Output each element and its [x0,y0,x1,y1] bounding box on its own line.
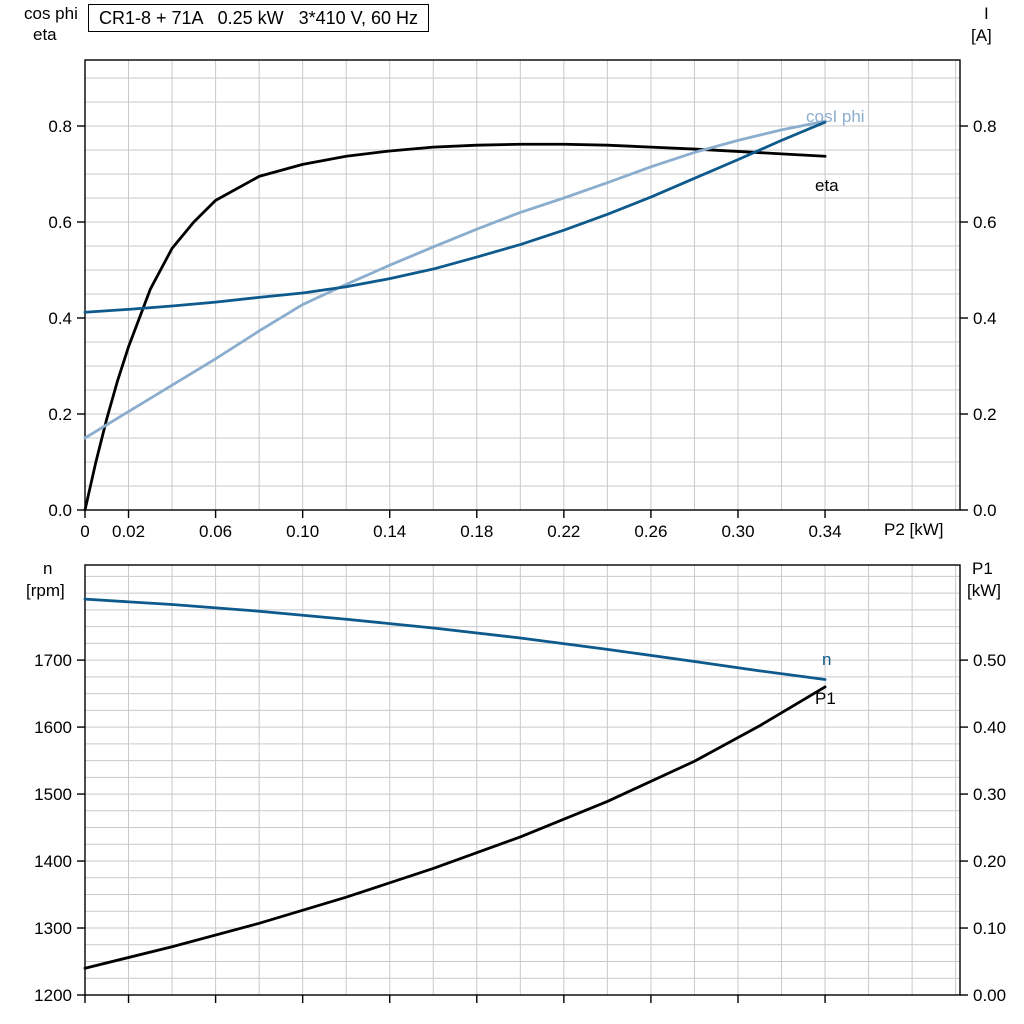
x-tick-label: 0 [80,522,89,541]
curve-P1 [83,685,827,970]
y-right-axis-title-line1: I [984,4,989,23]
curve-label-p1: P1 [815,689,836,708]
y-right-tick-label: 0.30 [973,785,1006,804]
x-tick-label: 0.22 [547,522,580,541]
y-right-tick-label: 0.2 [973,405,997,424]
x-tick-label: 0.10 [286,522,319,541]
curve-eta [83,142,827,512]
x-tick-label: 0.30 [721,522,754,541]
y-right-tick-label: 0.50 [973,651,1006,670]
y-left-tick-label: 1600 [34,718,72,737]
y-right-tick-label: 0.10 [973,919,1006,938]
y-left-tick-label: 1500 [34,785,72,804]
curve-label-eta: eta [815,176,839,195]
y-left-tick-label: 1300 [34,919,72,938]
bottom-y-right-axis-title-line2: [kW] [967,581,1001,600]
y-left-tick-label: 0.2 [48,405,72,424]
plot-border [84,59,961,511]
curve-label-cos-phi: cosI phi [806,107,865,126]
x-tick-label: 0.06 [199,522,232,541]
y-left-tick-label: 0.0 [48,501,72,520]
y-right-tick-label: 0.8 [973,117,997,136]
y-right-tick-label: 0.0 [973,501,997,520]
y-right-tick-label: 0.20 [973,852,1006,871]
x-tick-label: 0.02 [112,522,145,541]
curve-label-n: n [822,650,832,669]
curve-I [83,120,827,314]
x-tick-label: 0.34 [809,522,842,541]
bottom-y-right-axis-title-line1: P1 [972,559,993,578]
y-left-axis-title-line2: eta [33,25,57,44]
y-left-tick-label: 0.8 [48,117,72,136]
y-left-tick-label: 1200 [34,986,72,1005]
y-left-tick-label: 0.6 [48,213,72,232]
curve-cos-phi [83,119,827,440]
y-left-tick-label: 1700 [34,651,72,670]
x-tick-label: 0.26 [634,522,667,541]
x-axis-title: P2 [kW] [884,520,944,539]
y-left-tick-label: 0.4 [48,309,72,328]
y-right-axis-title-line2: [A] [971,26,992,45]
y-right-tick-label: 0.00 [973,986,1006,1005]
x-tick-label: 0.14 [373,522,406,541]
bottom-y-left-axis-title-line1: n [43,559,53,578]
chart-title-box: CR1-8 + 71A 0.25 kW 3*410 V, 60 Hz [88,4,430,32]
y-left-axis-title-line1: cos phi [24,4,78,23]
plot-border [84,564,961,996]
x-tick-label: 0.18 [460,522,493,541]
y-right-tick-label: 0.40 [973,718,1006,737]
y-right-tick-label: 0.6 [973,213,997,232]
bottom-y-left-axis-title-line2: [rpm] [26,581,65,600]
y-left-tick-label: 1400 [34,852,72,871]
y-right-tick-label: 0.4 [973,309,997,328]
curve-n [83,597,827,681]
